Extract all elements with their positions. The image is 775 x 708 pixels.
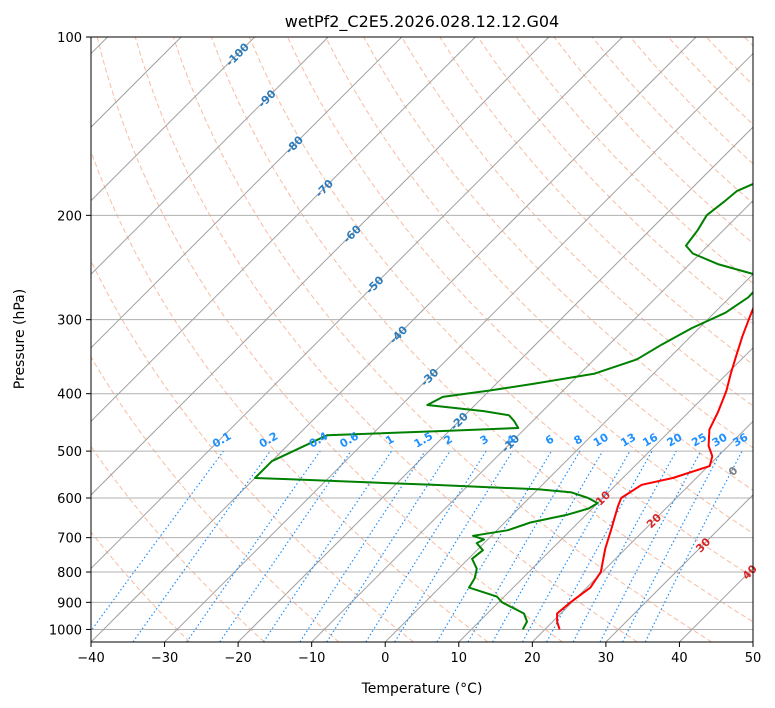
dewpoint-profile bbox=[254, 182, 753, 630]
y-tick-label: 600 bbox=[57, 492, 82, 507]
x-axis: −40 −30 −20 −10 0 10 20 30 40 50 bbox=[77, 642, 761, 666]
dry-adiabat bbox=[248, 37, 753, 578]
y-axis-label: Pressure (hPa) bbox=[12, 289, 28, 389]
mixing-ratio-lines bbox=[91, 450, 743, 642]
isotherm bbox=[237, 126, 753, 642]
y-tick-label: 900 bbox=[57, 596, 82, 611]
mixing-ratio-line bbox=[186, 450, 321, 642]
dry-adiabat bbox=[401, 37, 753, 407]
dry-adiabat bbox=[96, 37, 563, 642]
dry-adiabat bbox=[91, 150, 489, 642]
chart-title: wetPf2_C2E5.2026.028.12.12.G04 bbox=[285, 12, 559, 32]
mixing-ratio-line bbox=[521, 450, 631, 642]
isotherm bbox=[384, 273, 753, 642]
dry-adiabat bbox=[439, 37, 753, 366]
y-tick-label: 300 bbox=[57, 314, 82, 329]
isotherm bbox=[91, 37, 329, 275]
sounding-profiles bbox=[254, 182, 753, 630]
mixing-ratio-line bbox=[262, 450, 392, 642]
x-tick-label: −30 bbox=[151, 651, 178, 666]
plot-background bbox=[91, 37, 753, 642]
temperature-profile bbox=[556, 306, 753, 630]
plot-frame bbox=[90, 36, 754, 643]
x-tick-label: 10 bbox=[451, 651, 468, 666]
isotherm bbox=[91, 37, 623, 570]
isotherm bbox=[91, 37, 256, 202]
dry-adiabat bbox=[210, 37, 753, 623]
x-tick-label: −20 bbox=[224, 651, 251, 666]
dry-adiabat bbox=[515, 37, 753, 284]
mixing-ratio-line bbox=[572, 450, 677, 642]
y-tick-label: 500 bbox=[57, 445, 82, 460]
y-tick-label: 100 bbox=[57, 31, 82, 46]
isotherm bbox=[458, 347, 753, 642]
dry-adiabat bbox=[91, 356, 340, 642]
isotherm bbox=[605, 494, 753, 642]
x-tick-label: −40 bbox=[77, 651, 104, 666]
x-tick-label: 40 bbox=[671, 651, 688, 666]
isotherm bbox=[164, 52, 753, 642]
mixing-ratio-line bbox=[394, 450, 514, 642]
x-tick-label: 50 bbox=[745, 651, 762, 666]
isotherm bbox=[91, 37, 697, 642]
dry-adiabat bbox=[325, 37, 753, 491]
y-tick-label: 400 bbox=[57, 388, 82, 403]
isotherm-lines bbox=[91, 37, 753, 642]
y-axis: 1000 900 800 700 600 500 400 300 200 100 bbox=[49, 31, 91, 638]
dry-adiabat bbox=[91, 445, 265, 642]
mixing-ratio-line bbox=[132, 450, 271, 642]
isotherm bbox=[311, 199, 753, 642]
mixing-ratio-line bbox=[299, 450, 426, 642]
x-tick-label: 0 bbox=[381, 651, 389, 666]
dry-adiabat bbox=[134, 37, 638, 642]
y-tick-label: 200 bbox=[57, 209, 82, 224]
isobar-grid bbox=[91, 37, 753, 630]
isotherm bbox=[752, 641, 753, 642]
y-tick-label: 1000 bbox=[49, 623, 82, 638]
x-tick-label: 30 bbox=[598, 651, 615, 666]
mixing-ratio-line bbox=[326, 450, 451, 642]
y-tick-label: 700 bbox=[57, 532, 82, 547]
isotherm bbox=[91, 37, 550, 496]
isotherm bbox=[91, 37, 476, 423]
mixing-ratio-line bbox=[91, 450, 224, 632]
x-tick-label: −10 bbox=[298, 651, 325, 666]
isotherm bbox=[91, 37, 403, 349]
mixing-ratio-line bbox=[644, 450, 743, 642]
y-tick-label: 800 bbox=[57, 566, 82, 581]
x-tick-label: 20 bbox=[524, 651, 541, 666]
x-axis-label: Temperature (°C) bbox=[361, 681, 483, 697]
dry-adiabat bbox=[91, 531, 191, 642]
mixing-ratio-line bbox=[219, 450, 352, 642]
isotherm bbox=[531, 420, 753, 642]
